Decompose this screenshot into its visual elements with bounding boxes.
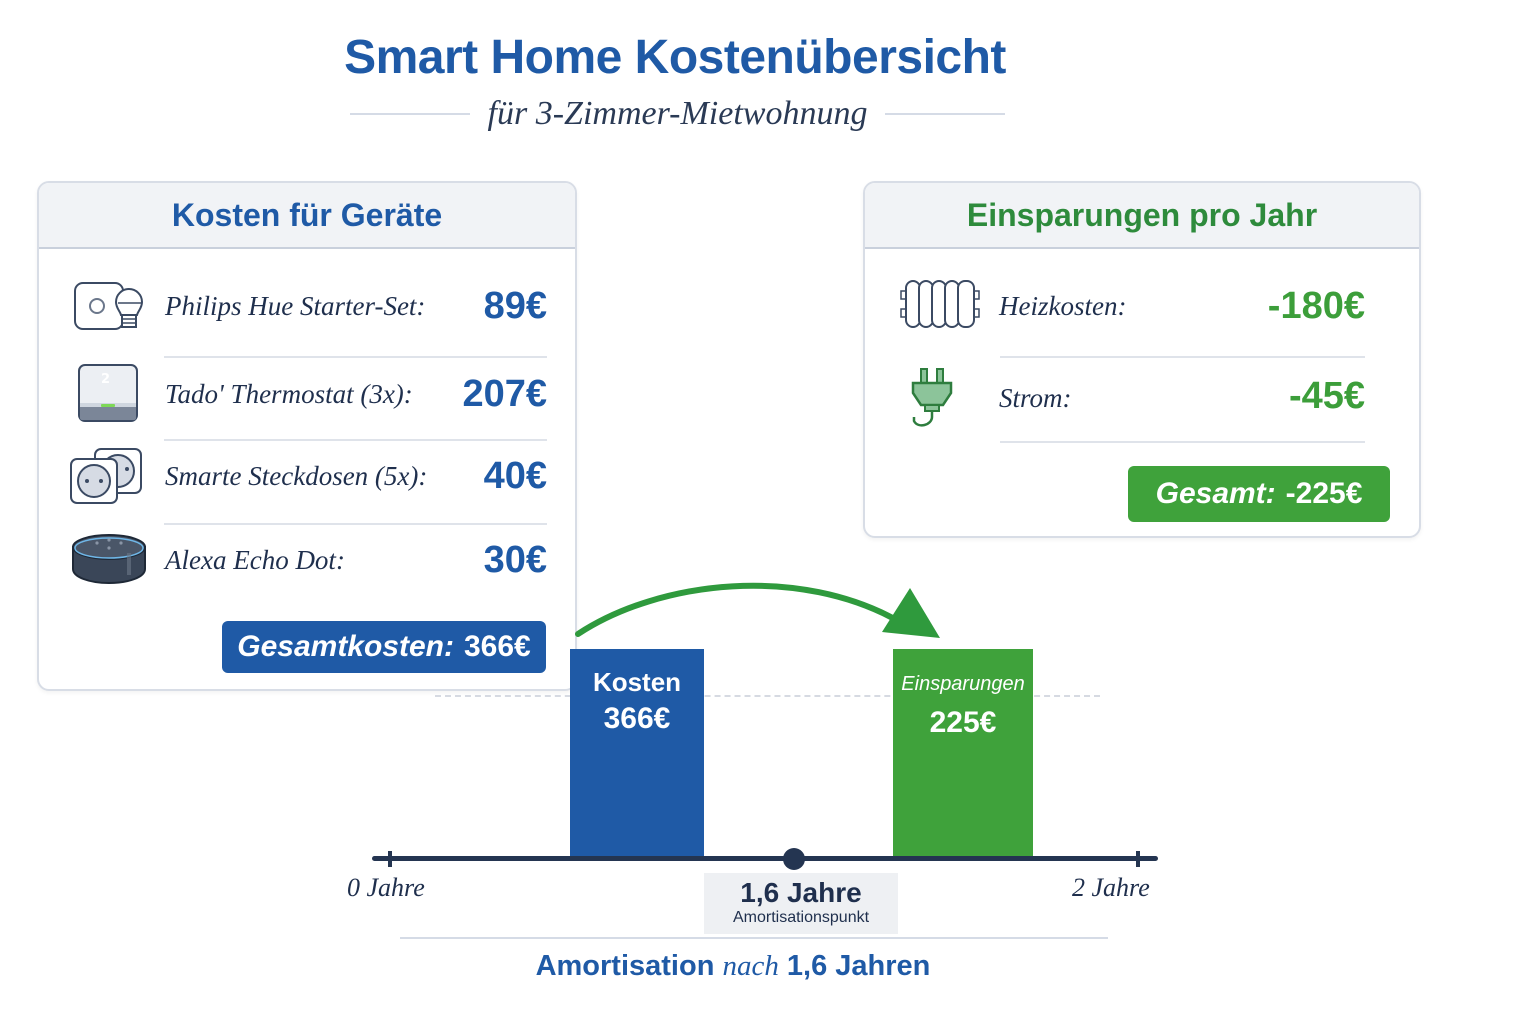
total-costs-label: Gesamtkosten: [237,630,454,663]
cost-item-label: Tado' Thermostat (3x): [165,379,413,409]
total-savings-badge: Gesamt: -225€ [1128,466,1390,522]
timeline-axis [372,856,1158,861]
divider [164,523,547,525]
savings-bar-value: 225€ [929,706,997,739]
cost-item-value: 89€ [483,285,547,327]
conclusion-text: Amortisation nach 1,6 Jahren [400,950,1066,983]
cost-item-label: Alexa Echo Dot: [165,545,345,575]
savings-item-value: -45€ [1288,375,1365,417]
total-savings-value: -225€ [1285,477,1363,510]
axis-label-end: 2 Jahre [1072,873,1150,902]
cost-item-value: 207€ [462,373,547,415]
savings-row-heating: Heizkosten: -180€ [899,279,1365,339]
svg-text:2: 2 [101,372,110,387]
savings-bar: Einsparungen 225€ [893,649,1033,859]
axis-tick-start [388,851,392,867]
smart-plug-icon [69,447,143,510]
breakeven-label-box: 1,6 Jahre Amortisationspunkt [704,873,898,934]
breakeven-value: 1,6 Jahre [740,877,862,908]
bottom-divider [400,937,1108,939]
cost-row-echo: Alexa Echo Dot: 30€ [71,531,547,591]
savings-item-label: Heizkosten: [999,291,1127,321]
subtitle-rule-right [885,113,1006,115]
breakeven-caption: Amortisationspunkt [732,909,870,926]
savings-item-label: Strom: [999,383,1072,413]
conclusion-part3: 1,6 Jahren [786,950,931,982]
annual-savings-card: Einsparungen pro Jahr Heizkosten: -180€ [863,181,1421,538]
page-subtitle: für 3-Zimmer-Mietwohnung [487,95,868,132]
subtitle-row: für 3-Zimmer-Mietwohnung [350,92,1006,136]
power-plug-icon [909,367,955,436]
cost-row-plugs: Smarte Steckdosen (5x): 40€ [69,447,547,507]
cost-bar: Kosten 366€ [570,649,704,859]
cost-item-value: 30€ [483,539,547,581]
conclusion-part2: nach [722,950,779,982]
cost-row-hue: Philips Hue Starter-Set: 89€ [73,279,547,339]
total-costs-badge: Gesamtkosten: 366€ [222,621,546,673]
cost-bar-value: 366€ [603,702,671,735]
divider [164,356,547,358]
echo-dot-icon [71,531,149,590]
hue-bridge-bulb-icon [73,279,149,342]
page-title: Smart Home Kostenübersicht [344,31,1006,84]
conclusion-part1: Amortisation [535,950,715,982]
device-costs-title: Kosten für Geräte [39,183,575,249]
divider [1000,356,1365,358]
subtitle-rule-left [350,113,470,115]
divider [1000,441,1365,443]
payback-arrow-icon [575,582,940,638]
axis-label-start: 0 Jahre [347,873,425,902]
cost-item-label: Philips Hue Starter-Set: [165,291,426,321]
axis-tick-end [1136,851,1140,867]
thermostat-icon: 2 [77,363,139,428]
total-savings-label: Gesamt: [1155,477,1276,510]
reference-dashed-line [435,695,1100,697]
divider [164,439,547,441]
device-costs-card: Kosten für Geräte Philips Hue Starter-Se… [37,181,577,691]
breakeven-marker [783,848,805,870]
cost-row-tado: 2 Tado' Thermostat (3x): 207€ [73,363,547,423]
cost-item-label: Smarte Steckdosen (5x): [165,461,428,491]
savings-item-value: -180€ [1267,285,1365,327]
cost-bar-label: Kosten [592,667,682,697]
radiator-icon [899,279,981,334]
cost-item-value: 40€ [483,455,547,497]
savings-row-power: Strom: -45€ [909,367,1365,433]
annual-savings-title: Einsparungen pro Jahr [865,183,1419,249]
savings-bar-label: Einsparungen [901,673,1025,695]
total-costs-value: 366€ [464,630,531,663]
